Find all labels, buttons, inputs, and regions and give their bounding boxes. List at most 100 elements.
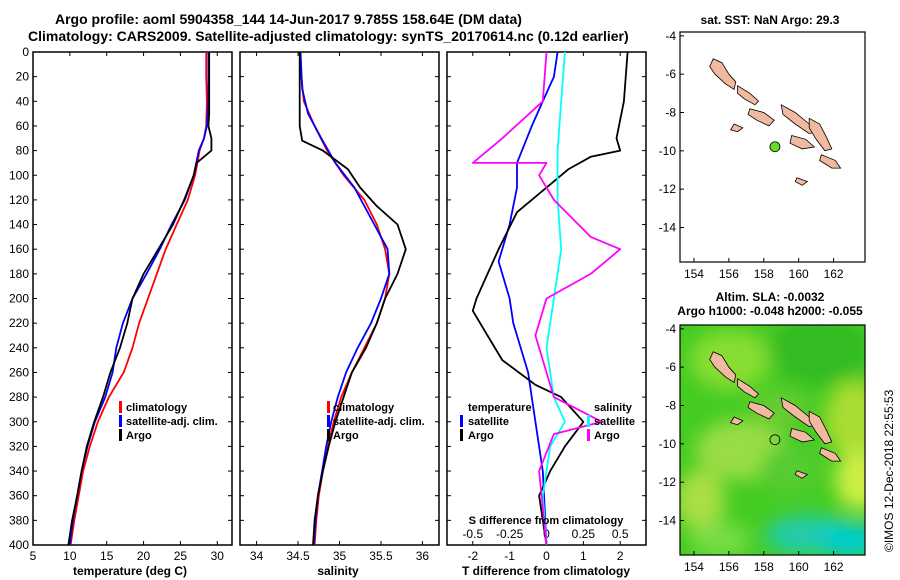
x-tick-label: 25 — [174, 549, 188, 563]
legend-swatch-climatology — [327, 401, 330, 413]
island — [747, 401, 775, 420]
s-difference-label: S difference from climatology — [469, 515, 625, 527]
legend-swatch-argo — [327, 429, 330, 441]
x-tick-label: 36 — [416, 549, 430, 563]
s-tick-label: 0.25 — [572, 527, 596, 541]
x-tick-label: -2 — [467, 549, 478, 563]
temperature-series — [67, 52, 213, 545]
island — [709, 58, 737, 91]
legend-satellite: satellite-adj. clim. — [126, 416, 218, 428]
map-y-tick-label: -14 — [659, 221, 677, 235]
depth-axis: 0 20 40 60 80 100 120 140 160 180 200 220 240 260 280 3… — [9, 45, 646, 552]
map-y-tick-label: -4 — [665, 29, 676, 43]
map-y-tick-label: -6 — [665, 67, 676, 81]
map-y-tick-label: -14 — [659, 514, 677, 528]
legend-swatch-climatology — [119, 401, 122, 413]
argo-position-marker-sla — [769, 434, 781, 446]
island — [808, 410, 833, 445]
series-line-t-argo — [471, 52, 629, 545]
salinity-legend: climatology satellite-adj. clim. Argo — [327, 401, 425, 442]
depth-tick-label: 280 — [9, 390, 29, 404]
map-x-tick-label: 156 — [719, 267, 739, 281]
x-tick-label: 34.5 — [286, 549, 310, 563]
sla-map-frame — [679, 324, 866, 556]
legend-salinity-heading: salinity — [594, 402, 633, 414]
legend-swatch-s-argo — [587, 429, 590, 441]
depth-tick-label: 300 — [9, 415, 29, 429]
legend-s-argo: Argo — [594, 430, 620, 442]
temperature-x-axis: 5 10 15 20 25 30 — [30, 52, 225, 563]
s-tick-label: -0.5 — [462, 527, 483, 541]
series-line-t-satellite — [497, 52, 559, 545]
island — [789, 428, 816, 443]
island — [789, 135, 816, 150]
x-tick-label: 2 — [617, 549, 624, 563]
map-y-tick-label: -4 — [665, 322, 676, 336]
island — [737, 377, 760, 399]
x-tick-label: 30 — [211, 549, 225, 563]
map-y-tick-label: -12 — [659, 182, 677, 196]
depth-tick-label: 120 — [9, 193, 29, 207]
island — [729, 416, 744, 426]
x-tick-label: 20 — [137, 549, 151, 563]
map-y-tick-label: -10 — [659, 144, 677, 158]
legend-s-satellite: satellite — [594, 416, 635, 428]
x-tick-label: 34 — [250, 549, 264, 563]
map-x-tick-label: 158 — [754, 267, 774, 281]
depth-tick-label: 260 — [9, 365, 29, 379]
x-tick-label: 10 — [63, 549, 77, 563]
map-x-tick-label: 154 — [684, 267, 704, 281]
x-tick-label: 0 — [543, 549, 550, 563]
depth-tick-label: 220 — [9, 316, 29, 330]
series-line-argo — [67, 52, 213, 545]
depth-tick-label: 100 — [9, 168, 29, 182]
t-difference-xlabel: T difference from climatology — [462, 564, 630, 578]
x-tick-label: 5 — [30, 549, 37, 563]
depth-tick-label: 200 — [9, 292, 29, 306]
legend-swatch-s-satellite — [587, 415, 590, 427]
s-tick-label: 0.5 — [612, 527, 629, 541]
legend-argo: Argo — [333, 430, 359, 442]
series-line-s-argo — [471, 52, 622, 545]
depth-tick-label: 60 — [16, 119, 30, 133]
map-y-tick-label: -12 — [659, 475, 677, 489]
island — [737, 84, 760, 106]
depth-tick-label: 0 — [22, 45, 29, 59]
map-y-tick-label: -10 — [659, 437, 677, 451]
salinity-panel-frame — [239, 51, 440, 546]
x-tick-label: 1 — [580, 549, 587, 563]
difference-legend: temperature satellite Argo salinity sate… — [460, 402, 635, 442]
legend-t-argo: Argo — [468, 430, 494, 442]
depth-tick-label: 380 — [9, 513, 29, 527]
map-x-tick-label: 154 — [684, 560, 704, 574]
legend-climatology: climatology — [126, 402, 188, 414]
legend-climatology: climatology — [333, 402, 395, 414]
map-x-tick-label: 162 — [824, 560, 844, 574]
island — [729, 123, 744, 133]
depth-tick-label: 80 — [16, 144, 30, 158]
legend-satellite: satellite-adj. clim. — [333, 416, 425, 428]
sla-map-land — [709, 351, 842, 479]
series-line-argo — [298, 52, 407, 545]
series-line-s-satellite — [541, 52, 566, 545]
map-x-tick-label: 158 — [754, 560, 774, 574]
legend-swatch-t-satellite — [460, 415, 463, 427]
depth-tick-label: 340 — [9, 464, 29, 478]
map-x-tick-label: 156 — [719, 560, 739, 574]
depth-tick-label: 20 — [16, 70, 30, 84]
imos-watermark: ©IMOS 12-Dec-2018 22:55:53 — [882, 389, 896, 552]
x-tick-label: 35 — [333, 549, 347, 563]
x-tick-label: 35.5 — [369, 549, 393, 563]
island — [819, 447, 842, 462]
legend-swatch-argo — [119, 429, 122, 441]
figure-title-line1: Argo profile: aoml 5904358_144 14-Jun-20… — [55, 11, 522, 27]
difference-series — [471, 52, 629, 545]
map-x-tick-label: 162 — [824, 267, 844, 281]
depth-tick-label: 360 — [9, 489, 29, 503]
salinity-series — [298, 52, 407, 545]
temperature-legend: climatology satellite-adj. clim. Argo — [119, 401, 218, 442]
legend-argo: Argo — [126, 430, 152, 442]
map-x-tick-label: 160 — [789, 267, 809, 281]
figure-title-line2: Climatology: CARS2009. Satellite-adjuste… — [28, 28, 629, 44]
